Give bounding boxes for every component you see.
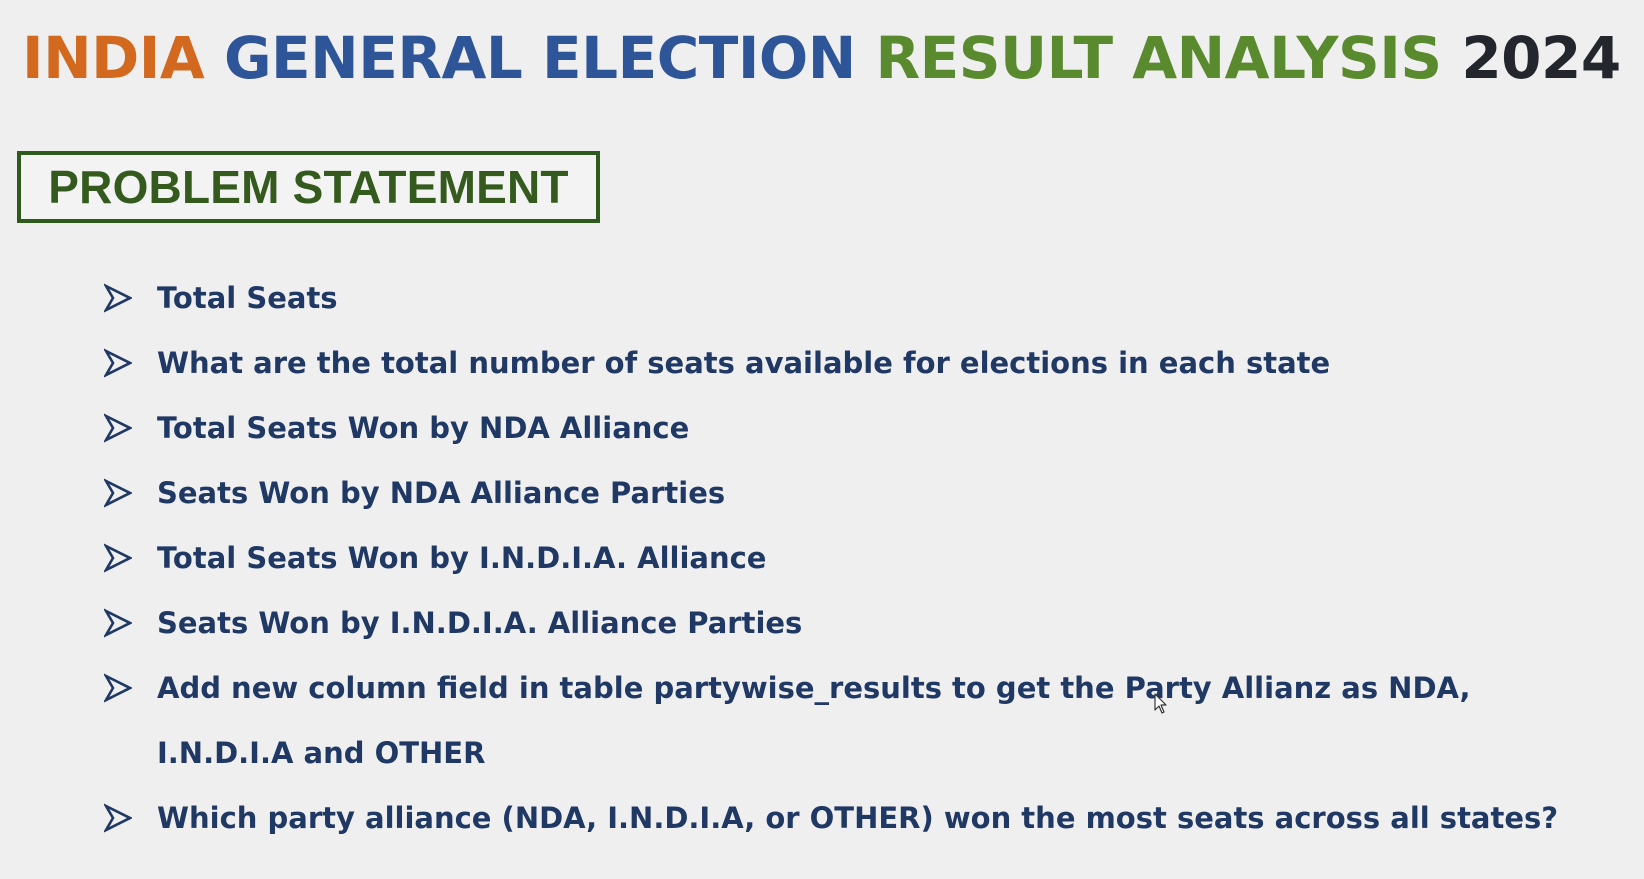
arrow-bullet-icon <box>104 543 132 573</box>
arrow-bullet-icon <box>104 348 132 378</box>
problem-statement-list: Total Seats What are the total number of… <box>0 266 1644 851</box>
list-item-text: Total Seats Won by NDA Alliance <box>157 411 690 445</box>
problem-statement-box: PROBLEM STATEMENT <box>17 151 600 223</box>
arrow-bullet-icon <box>104 478 132 508</box>
list-item: Seats Won by I.N.D.I.A. Alliance Parties <box>0 591 1644 656</box>
list-item: Total Seats <box>0 266 1644 331</box>
arrow-bullet-icon <box>104 608 132 638</box>
list-item: Seats Won by NDA Alliance Parties <box>0 461 1644 526</box>
arrow-bullet-icon <box>104 803 132 833</box>
list-item: Which party alliance (NDA, I.N.D.I.A, or… <box>0 786 1644 851</box>
title-part-result-analysis: RESULT ANALYSIS <box>875 24 1442 92</box>
list-item-text: Add new column field in table partywise_… <box>157 671 1471 770</box>
title-part-india: INDIA <box>22 24 205 92</box>
problem-statement-heading: PROBLEM STATEMENT <box>48 161 569 213</box>
title-part-general-election: GENERAL ELECTION <box>223 24 856 92</box>
list-item: Total Seats Won by I.N.D.I.A. Alliance <box>0 526 1644 591</box>
arrow-bullet-icon <box>104 413 132 443</box>
arrow-bullet-icon <box>104 673 132 703</box>
list-item-text: Total Seats <box>157 281 338 315</box>
list-item: Total Seats Won by NDA Alliance <box>0 396 1644 461</box>
list-item-text: Total Seats Won by I.N.D.I.A. Alliance <box>157 541 767 575</box>
list-item: Add new column field in table partywise_… <box>0 656 1644 786</box>
arrow-bullet-icon <box>104 283 132 313</box>
list-item-text: Which party alliance (NDA, I.N.D.I.A, or… <box>157 801 1559 835</box>
mouse-pointer-icon <box>1154 693 1167 714</box>
list-item-text: What are the total number of seats avail… <box>157 346 1331 380</box>
list-item: What are the total number of seats avail… <box>0 331 1644 396</box>
list-item-text: Seats Won by I.N.D.I.A. Alliance Parties <box>157 606 803 640</box>
page-title: INDIA GENERAL ELECTION RESULT ANALYSIS 2… <box>22 22 1621 94</box>
title-part-year: 2024 <box>1461 24 1621 92</box>
list-item-text: Seats Won by NDA Alliance Parties <box>157 476 726 510</box>
